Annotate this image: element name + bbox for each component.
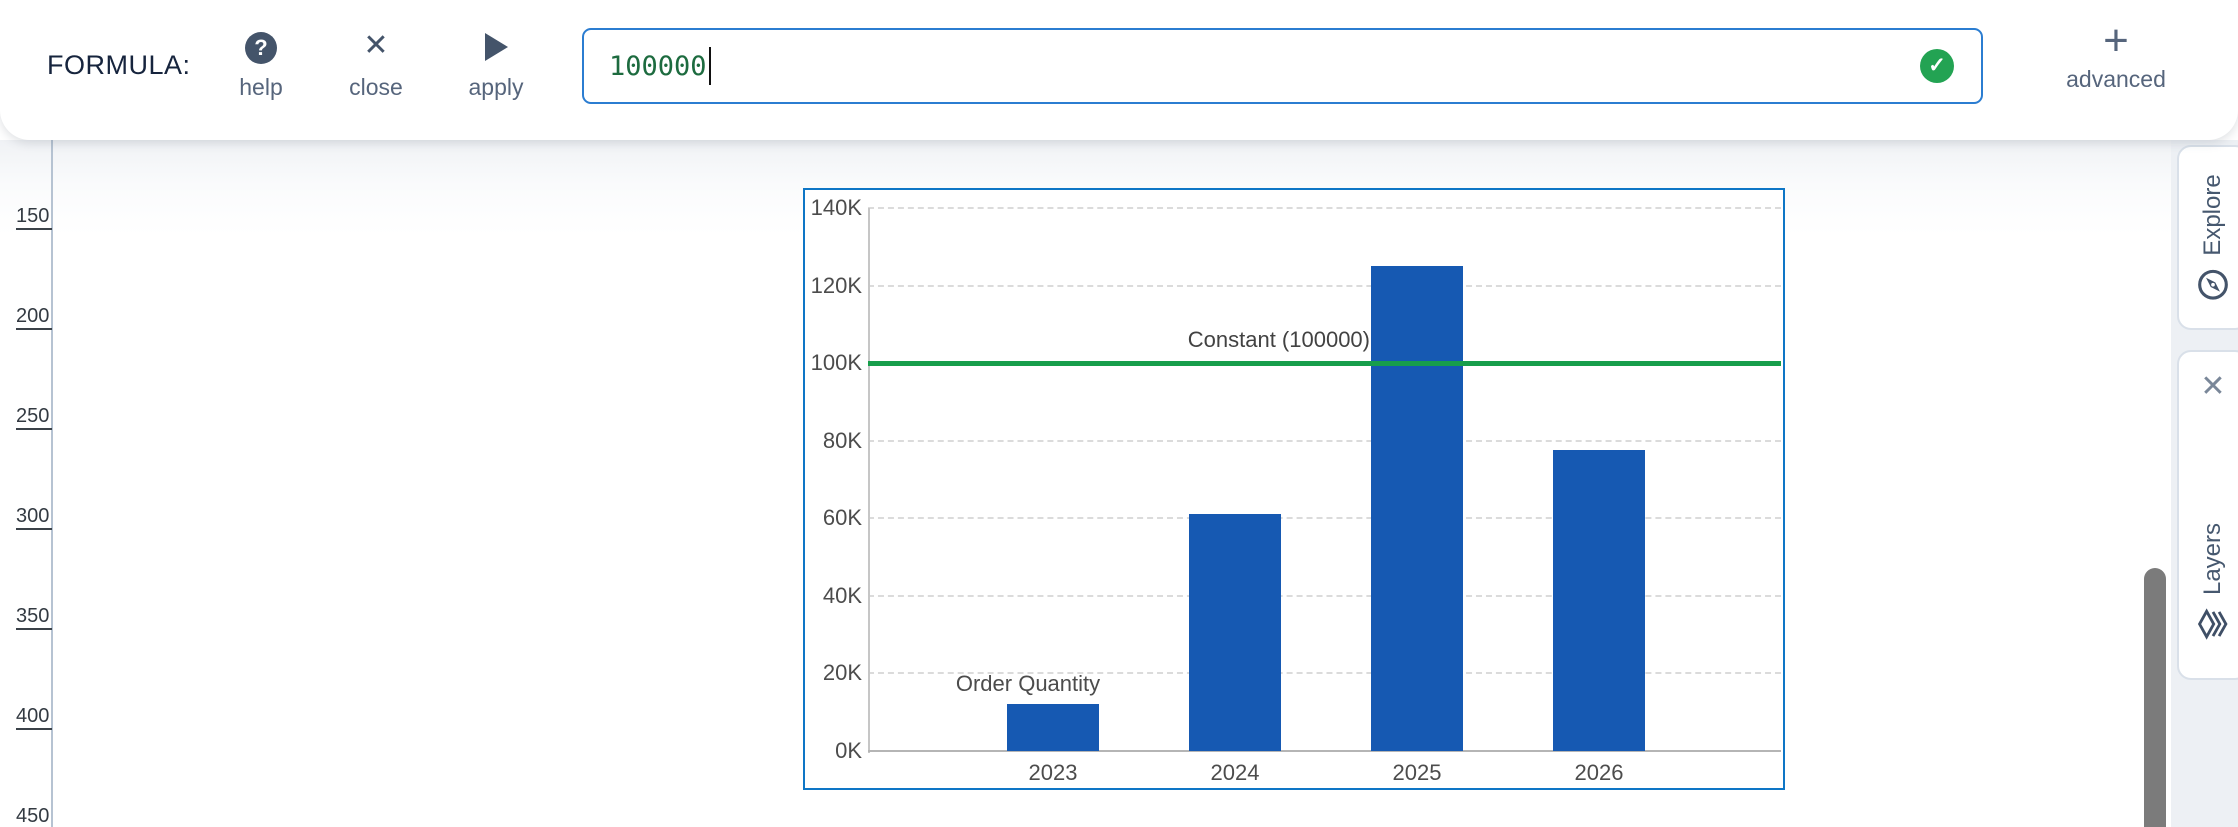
- valid-check-icon: ✓: [1920, 49, 1954, 83]
- advanced-button-label: advanced: [2066, 66, 2166, 92]
- y-axis-label-20K: 20K: [822, 660, 862, 686]
- tab-layers[interactable]: ✕ Layers: [2177, 350, 2238, 680]
- bar-2026[interactable]: [1553, 450, 1645, 751]
- close-icon: ✕: [363, 29, 389, 62]
- bar-2025[interactable]: [1371, 266, 1463, 751]
- x-axis-label-2023: 2023: [1028, 760, 1078, 785]
- y-axis-label-120K: 120K: [810, 272, 862, 298]
- y-axis-line: [868, 208, 870, 753]
- gridline-60K: [868, 517, 1781, 520]
- ruler-mark-450: 450: [16, 804, 52, 827]
- series-label: Order Quantity: [955, 671, 1101, 697]
- formula-input-value: 100000: [609, 50, 707, 82]
- gridline-80K: [868, 439, 1781, 442]
- x-axis-label-2026: 2026: [1574, 760, 1624, 785]
- chart-plot: 0K 20K 40K 60K 80K 100K 120K 140K 2023 2024 2025 20…: [805, 190, 1783, 788]
- help-button-label: help: [239, 74, 283, 100]
- y-axis-label-140K: 140K: [810, 195, 862, 220]
- ruler-mark-200: 200: [16, 304, 52, 330]
- tab-explore-label: Explore: [2199, 173, 2226, 256]
- y-axis-label-80K: 80K: [822, 427, 862, 453]
- y-axis-label-0K: 0K: [835, 738, 862, 763]
- reference-line-label: Constant (100000): [1187, 327, 1370, 353]
- ruler-mark-350: 350: [16, 604, 52, 630]
- x-axis-label-2024: 2024: [1210, 760, 1260, 785]
- x-axis-line: [868, 750, 1781, 752]
- ruler-mark-300: 300: [16, 504, 52, 530]
- formula-label: FORMULA:: [47, 50, 191, 80]
- close-button-label: close: [349, 74, 403, 100]
- apply-button[interactable]: apply: [441, 26, 551, 101]
- bar-chart-object[interactable]: 0K 20K 40K 60K 80K 100K 120K 140K 2023 2024 2025 20…: [803, 188, 1785, 790]
- advanced-button[interactable]: + advanced: [2046, 18, 2186, 93]
- compass-icon: [2198, 269, 2228, 300]
- gridline-120K: [868, 284, 1781, 287]
- x-axis-label-2025: 2025: [1392, 760, 1442, 785]
- gridline-40K: [868, 594, 1781, 597]
- ruler-mark-250: 250: [16, 404, 52, 430]
- layers-icon: [2197, 608, 2228, 640]
- formula-input[interactable]: 100000: [582, 28, 1983, 104]
- help-button[interactable]: ? help: [206, 26, 316, 101]
- gridline-20K: [868, 672, 1781, 675]
- text-cursor: [708, 47, 711, 85]
- ruler-line: [51, 140, 53, 827]
- formula-toolbar: FORMULA: ? help ✕ close apply 100000 ✓ +…: [0, 0, 2238, 140]
- bar-2023[interactable]: [1007, 704, 1099, 751]
- ruler-mark-400: 400: [16, 704, 52, 730]
- ruler-mark-150: 150: [16, 204, 52, 230]
- plus-icon: +: [2103, 16, 2129, 65]
- help-icon: ?: [245, 32, 277, 64]
- close-button[interactable]: ✕ close: [321, 26, 431, 101]
- tab-layers-label: Layers: [2199, 522, 2226, 596]
- gridline-140K: [868, 207, 1781, 209]
- y-axis-label-100K: 100K: [810, 350, 862, 376]
- reference-line: [868, 361, 1781, 367]
- play-icon: [484, 33, 508, 61]
- tab-explore[interactable]: Explore: [2177, 145, 2238, 330]
- y-axis-label-60K: 60K: [822, 505, 862, 531]
- y-axis-label-40K: 40K: [822, 582, 862, 608]
- apply-button-label: apply: [468, 74, 524, 100]
- panel-close-icon[interactable]: ✕: [2200, 370, 2226, 403]
- bar-2024[interactable]: [1189, 514, 1281, 751]
- vertical-scrollbar-thumb[interactable]: [2144, 568, 2166, 827]
